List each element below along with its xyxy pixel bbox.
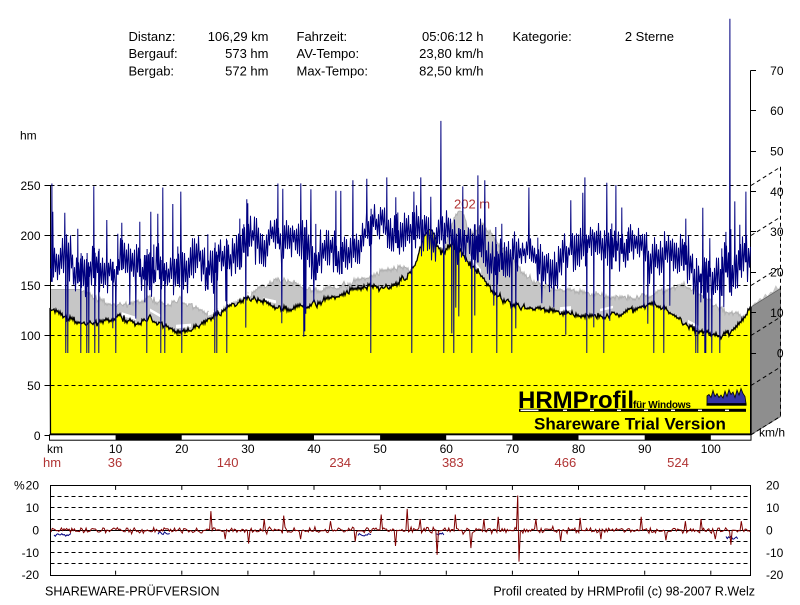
svg-text:SHAREWARE-PRÜFVERSION: SHAREWARE-PRÜFVERSION — [45, 585, 220, 599]
svg-text:90: 90 — [638, 442, 652, 456]
svg-text:-20: -20 — [22, 568, 40, 582]
svg-text:82,50 km/h: 82,50 km/h — [419, 63, 483, 78]
svg-text:70: 70 — [770, 64, 784, 78]
svg-text:50: 50 — [373, 442, 387, 456]
svg-text:Max-Tempo:: Max-Tempo: — [297, 63, 369, 78]
svg-text:23,80 km/h: 23,80 km/h — [419, 46, 483, 61]
svg-text:-20: -20 — [766, 568, 784, 582]
svg-text:20: 20 — [766, 479, 780, 493]
svg-text:20: 20 — [175, 442, 189, 456]
svg-text:383: 383 — [442, 455, 464, 470]
svg-text:140: 140 — [217, 455, 239, 470]
svg-text:200: 200 — [20, 229, 40, 243]
svg-text:40: 40 — [307, 442, 321, 456]
svg-text:466: 466 — [555, 455, 577, 470]
svg-text:50: 50 — [27, 379, 41, 393]
svg-text:Shareware Trial Version: Shareware Trial Version — [534, 415, 726, 434]
svg-text:20: 20 — [26, 479, 40, 493]
svg-text:0: 0 — [766, 523, 773, 537]
svg-text:100: 100 — [20, 329, 40, 343]
svg-text:50: 50 — [770, 145, 784, 159]
svg-text:60: 60 — [440, 442, 454, 456]
svg-text:234: 234 — [329, 455, 351, 470]
svg-text:70: 70 — [506, 442, 520, 456]
svg-text:30: 30 — [770, 225, 784, 239]
svg-text:für Windows: für Windows — [633, 400, 691, 411]
svg-text:km: km — [47, 442, 63, 456]
svg-text:250: 250 — [20, 179, 40, 193]
svg-text:524: 524 — [667, 455, 689, 470]
svg-text:0: 0 — [777, 346, 784, 360]
svg-text:2 Sterne: 2 Sterne — [625, 29, 674, 44]
svg-text:60: 60 — [770, 104, 784, 118]
svg-text:30: 30 — [241, 442, 255, 456]
svg-text:80: 80 — [572, 442, 586, 456]
svg-text:0: 0 — [34, 429, 41, 443]
svg-text:0: 0 — [32, 523, 39, 537]
svg-text:AV-Tempo:: AV-Tempo: — [297, 46, 360, 61]
svg-text:-10: -10 — [22, 546, 40, 560]
svg-text:Bergauf:: Bergauf: — [129, 46, 178, 61]
svg-text:Distanz:: Distanz: — [129, 29, 176, 44]
svg-text:20: 20 — [770, 266, 784, 280]
svg-text:36: 36 — [108, 455, 122, 470]
svg-text:10: 10 — [109, 442, 123, 456]
svg-text:hm: hm — [43, 455, 61, 470]
svg-text:%: % — [14, 478, 25, 492]
svg-text:Kategorie:: Kategorie: — [513, 29, 572, 44]
svg-text:Profil created by HRMProfil (c: Profil created by HRMProfil (c) 98-2007 … — [493, 585, 755, 599]
svg-text:106,29 km: 106,29 km — [208, 29, 269, 44]
svg-text:40: 40 — [770, 185, 784, 199]
svg-text:10: 10 — [26, 501, 40, 515]
svg-text:05:06:12 h: 05:06:12 h — [422, 29, 483, 44]
svg-text:100: 100 — [701, 442, 721, 456]
svg-text:km/h: km/h — [759, 426, 785, 440]
svg-text:hm: hm — [20, 129, 37, 143]
svg-text:572 hm: 572 hm — [225, 63, 268, 78]
svg-text:150: 150 — [20, 279, 40, 293]
svg-text:573 hm: 573 hm — [225, 46, 268, 61]
svg-text:Bergab:: Bergab: — [129, 63, 175, 78]
svg-text:10: 10 — [770, 306, 784, 320]
svg-text:10: 10 — [766, 501, 780, 515]
svg-text:Fahrzeit:: Fahrzeit: — [297, 29, 348, 44]
svg-text:-10: -10 — [766, 546, 784, 560]
